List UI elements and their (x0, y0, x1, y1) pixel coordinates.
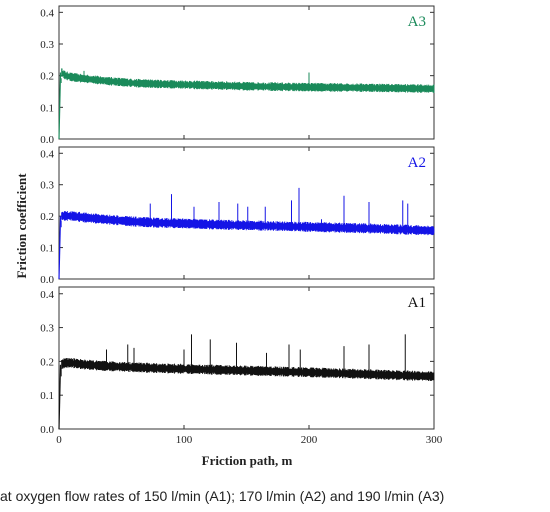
panel-a3: 0.0 0.1 0.2 0.3 0.4 A3 (40, 5, 435, 146)
figure: 0.0 0.1 0.2 0.3 0.4 A3 0.0 0.1 0.2 0.3 0.4 A2 0.0 0.1… (14, 5, 443, 468)
y-tick-label: 0.0 (40, 274, 54, 286)
panel-a1: 0.0 0.1 0.2 0.3 0.4 0 100 200 300 A1 (40, 286, 443, 446)
y-tick-label: 0.1 (40, 390, 54, 402)
panel-label: A3 (408, 14, 426, 30)
x-axis-title: Friction path, m (202, 453, 293, 468)
plot-frame (58, 286, 435, 430)
y-tick-label: 0.2 (40, 211, 54, 223)
series-a3-rise (58, 72, 62, 140)
y-tick-label: 0.3 (40, 323, 54, 335)
figure-caption: at oxygen flow rates of 150 l/min (A1); … (0, 488, 445, 504)
x-tick-label: 100 (176, 434, 193, 446)
y-tick-label: 0.3 (40, 180, 54, 192)
series-a2-band (60, 210, 435, 236)
series-a1-rise (58, 364, 62, 430)
series-a3-band (60, 68, 435, 94)
x-tick-label: 0 (56, 434, 62, 446)
panel-a2: 0.0 0.1 0.2 0.3 0.4 A2 (40, 146, 435, 286)
x-tick-label: 300 (426, 434, 443, 446)
series-a1-band (60, 358, 435, 382)
y-tick-label: 0.4 (40, 148, 54, 160)
y-tick-label: 0.4 (40, 289, 54, 301)
x-tick-label: 200 (301, 434, 318, 446)
panel-label: A1 (408, 295, 426, 311)
y-tick-label: 0.3 (40, 39, 54, 51)
y-tick-label: 0.4 (40, 7, 54, 19)
y-tick-label: 0.2 (40, 356, 54, 368)
plot-frame (58, 5, 435, 140)
panel-label: A2 (408, 155, 426, 171)
y-tick-label: 0.1 (40, 243, 54, 255)
y-tick-label: 0.2 (40, 71, 54, 83)
y-tick-label: 0.0 (40, 134, 54, 146)
y-axis-title: Friction coefficient (14, 173, 29, 279)
plot-frame (58, 146, 435, 280)
panels: 0.0 0.1 0.2 0.3 0.4 A3 0.0 0.1 0.2 0.3 0.4 A2 0.0 0.1… (40, 5, 443, 446)
series-a2-rise (58, 216, 62, 280)
y-tick-label: 0.1 (40, 102, 54, 114)
y-tick-label: 0.0 (40, 424, 54, 436)
